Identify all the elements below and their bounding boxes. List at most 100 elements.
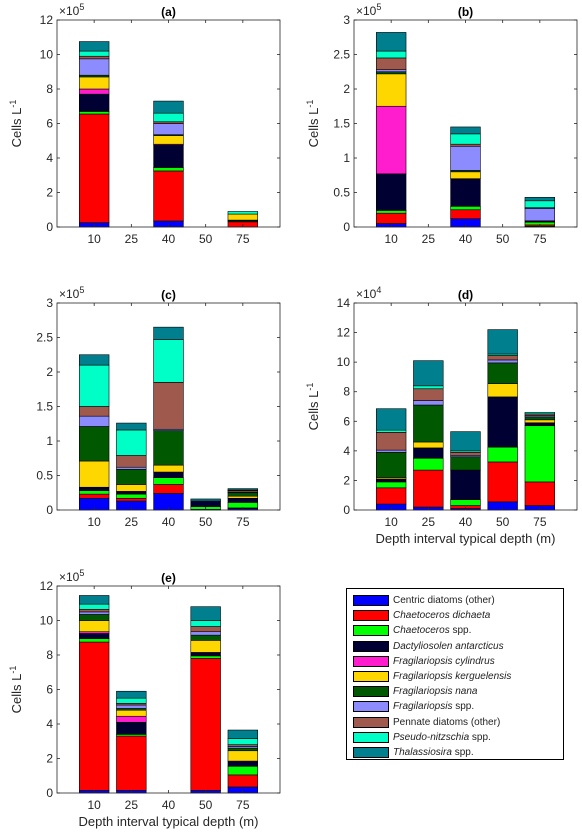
- y-tick-label: 2: [343, 82, 350, 96]
- y-tick-label: 1: [46, 434, 53, 448]
- y-tick-label: 1: [343, 151, 350, 165]
- y-tick-label: 10: [40, 48, 54, 62]
- bar-segment: [116, 704, 147, 709]
- legend-swatch: [353, 701, 389, 713]
- y-tick-label: 12: [337, 326, 351, 340]
- y-tick-label: 2: [46, 186, 53, 200]
- legend-swatch: [353, 595, 389, 606]
- bar-segment: [524, 412, 555, 415]
- legend-swatch: [353, 640, 389, 652]
- bar-segment: [190, 606, 221, 621]
- bar-segment: [79, 490, 110, 495]
- y-axis-label: Cells L-1: [8, 100, 24, 148]
- y-exponent-label: ×105: [59, 2, 84, 18]
- y-tick-label: 1.5: [36, 400, 53, 414]
- y-tick-label: 0.5: [36, 469, 53, 483]
- bar-segment: [524, 425, 555, 483]
- legend-label: Chaetoceros spp.: [393, 625, 472, 637]
- y-axis-label: Cells L-1: [8, 666, 24, 714]
- chart-panel: 0 0.5 1 1.5 2 2.5 3 10 25 40 50 75 ×105 (c): [36, 285, 281, 529]
- bar-segment: [524, 200, 555, 208]
- bar-segment: [450, 126, 481, 135]
- bar-segment: [375, 105, 407, 175]
- bar-segment: [79, 426, 110, 462]
- bar-segment: [116, 493, 147, 499]
- y-tick-label: 10: [337, 355, 351, 369]
- bar-segment: [79, 111, 110, 115]
- bar-segment: [116, 491, 147, 495]
- legend-label: Thalassiosira spp.: [393, 747, 474, 758]
- bar-segment: [153, 100, 184, 114]
- bar-segment: [375, 32, 407, 52]
- bar-segment: [487, 362, 518, 384]
- y-tick-label: 3: [46, 296, 53, 310]
- bar-segment: [190, 500, 221, 507]
- bar-segment: [375, 73, 407, 107]
- bar-segment: [79, 641, 110, 791]
- x-tick-label: 75: [236, 798, 250, 812]
- y-tick-label: 6: [46, 117, 53, 131]
- legend-swatch: [353, 625, 389, 637]
- bar-segment: [413, 447, 444, 459]
- bar-segment: [227, 765, 259, 776]
- bar-segment: [227, 211, 259, 215]
- y-tick-label: 2.5: [333, 48, 350, 62]
- bar-segment: [116, 721, 147, 735]
- bar-segment: [153, 382, 184, 430]
- bar-segment: [190, 626, 221, 633]
- y-tick-label: 0: [343, 503, 350, 517]
- legend-item: Fragilariopsis kerguelensis: [353, 670, 511, 683]
- bar-segment: [79, 55, 110, 60]
- y-exponent-label: ×105: [59, 285, 84, 301]
- bar-segment: [487, 329, 518, 355]
- bar-segment: [487, 446, 518, 463]
- bar-segment: [227, 747, 259, 752]
- legend-item: Fragilariopsis cylindrus: [353, 655, 495, 668]
- x-tick-label: 50: [199, 515, 213, 529]
- y-tick-label: 0: [46, 503, 53, 517]
- legend-swatch: [353, 716, 389, 728]
- y-tick-label: 6: [46, 683, 53, 697]
- bar-segment: [190, 631, 221, 636]
- bar-segment: [79, 493, 110, 499]
- bar-segment: [450, 431, 481, 452]
- bar-segment: [190, 620, 221, 627]
- bar-segment: [524, 197, 555, 202]
- x-tick-label: 10: [384, 515, 398, 529]
- y-exponent-label: ×105: [59, 568, 84, 584]
- x-tick-label: 25: [125, 232, 139, 246]
- bar-segment: [413, 469, 444, 508]
- legend-swatch: [353, 655, 389, 667]
- x-tick-label: 50: [199, 798, 213, 812]
- x-tick-label: 10: [87, 515, 101, 529]
- bar-segment: [227, 774, 259, 788]
- x-axis-label: Depth interval typical depth (m): [79, 814, 259, 829]
- y-exponent-label: ×104: [356, 285, 381, 301]
- bar-segment: [116, 715, 147, 723]
- bar-segment: [487, 461, 518, 503]
- x-tick-label: 40: [162, 798, 176, 812]
- bar-segment: [116, 468, 147, 485]
- bar-segment: [524, 419, 555, 424]
- bar-segment: [524, 481, 555, 506]
- bar-segment: [79, 354, 110, 366]
- legend-label: Dactyliosolen antarcticus: [393, 640, 504, 652]
- x-tick-label: 75: [533, 232, 547, 246]
- bar-segment: [79, 113, 110, 223]
- panel-title: (b): [458, 5, 473, 19]
- x-tick-label: 50: [496, 515, 510, 529]
- chart-panel: 0 0.5 1 1.5 2 2.5 3 10 25 40 50 75 ×105 (b) Cells L-1: [305, 2, 578, 246]
- bar-segment: [79, 50, 110, 57]
- bar-segment: [116, 709, 147, 717]
- y-tick-label: 8: [46, 648, 53, 662]
- legend-label: Fragilariopsis kerguelensis: [393, 671, 512, 682]
- y-tick-label: 2: [343, 473, 350, 487]
- y-tick-label: 1.5: [333, 117, 350, 131]
- y-tick-label: 10: [40, 614, 54, 628]
- bar-segment: [450, 469, 481, 500]
- bar-segment: [524, 208, 555, 222]
- legend-item: Pseudo-nitzschia spp.: [353, 731, 491, 744]
- bar-segment: [450, 143, 481, 147]
- bar-segment: [450, 452, 481, 456]
- bar-segment: [153, 170, 184, 222]
